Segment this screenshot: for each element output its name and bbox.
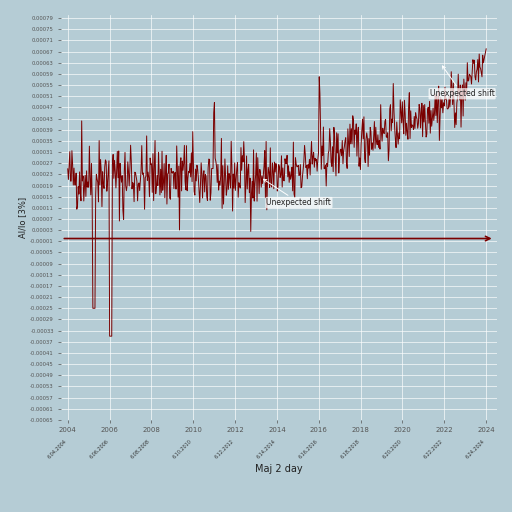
Text: 6.18.2018: 6.18.2018	[339, 439, 360, 460]
Text: 6.16.2016: 6.16.2016	[297, 439, 319, 460]
X-axis label: Maj 2 day: Maj 2 day	[255, 464, 303, 474]
Text: 6.12.2012: 6.12.2012	[214, 439, 235, 460]
Text: 6.14.2014: 6.14.2014	[256, 439, 277, 460]
Y-axis label: Al/lo [3%]: Al/lo [3%]	[18, 197, 27, 238]
Text: 6.06.2006: 6.06.2006	[89, 439, 110, 460]
Text: 6.10.2010: 6.10.2010	[172, 439, 193, 460]
Text: 6.24.2024: 6.24.2024	[465, 439, 486, 460]
Text: 6.20.2020: 6.20.2020	[381, 439, 402, 460]
Text: 6.04.2004: 6.04.2004	[47, 439, 68, 460]
Text: 6.22.2022: 6.22.2022	[423, 439, 444, 460]
Text: 6.08.2008: 6.08.2008	[130, 439, 152, 460]
Text: Unexpected shift: Unexpected shift	[430, 66, 495, 98]
Text: Unexpected shift: Unexpected shift	[264, 179, 331, 207]
